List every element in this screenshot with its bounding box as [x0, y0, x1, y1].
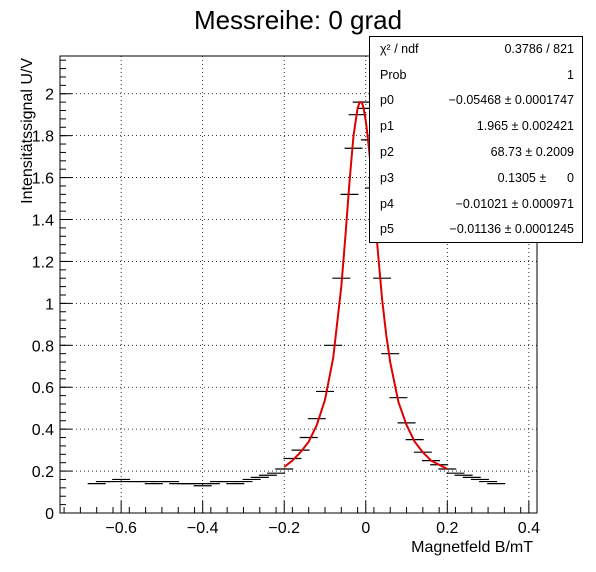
x-tick-label: −0.2 — [268, 520, 300, 537]
y-tick-label: 0.2 — [32, 464, 54, 481]
stats-row-p4: p4 −0.01021 ± 0.000971 — [370, 192, 582, 218]
stats-key-p2: p2 — [380, 145, 394, 159]
data-points — [87, 101, 506, 487]
plot-frame — [59, 55, 538, 514]
x-tick-label: −0.6 — [105, 520, 137, 537]
stats-row-prob: Prob 1 — [370, 63, 582, 89]
y-tick-label: 0.8 — [32, 338, 54, 355]
stats-key-p0: p0 — [380, 93, 394, 107]
stats-value-p1: 1.965 ± 0.002421 — [476, 119, 574, 133]
fit-curve — [283, 101, 448, 470]
y-tick-label: 0.6 — [32, 380, 54, 397]
chart-title: Messreihe: 0 grad — [194, 5, 402, 35]
stats-row-p2: p2 68.73 ± 0.2009 — [370, 140, 582, 166]
stats-value-p2: 68.73 ± 0.2009 — [490, 145, 574, 159]
stats-row-p0: p0 −0.05468 ± 0.0001747 — [370, 88, 582, 114]
stats-row-p1: p1 1.965 ± 0.002421 — [370, 114, 582, 140]
x-tick-label: 0.2 — [436, 520, 458, 537]
stats-value-p5: −0.01136 ± 0.0001245 — [449, 222, 574, 236]
x-tick-label: 0.4 — [518, 520, 540, 537]
stats-key-p5: p5 — [380, 222, 394, 236]
stats-key-p4: p4 — [380, 197, 394, 211]
stats-key-p3: p3 — [380, 171, 394, 185]
y-tick-label: 0.4 — [32, 422, 54, 439]
axes: −0.6 −0.4 −0.2 0 0.2 0.4 0 0.2 0.4 0.6 0.8 1 1.2 1.4 1… — [32, 59, 540, 537]
stats-value-p4: −0.01021 ± 0.000971 — [455, 197, 574, 211]
y-tick-label: 1.6 — [32, 171, 54, 188]
stats-row-p3: p3 0.1305 ± 0 — [370, 166, 582, 192]
y-tick-label: 1.2 — [32, 254, 54, 271]
y-tick-label: 0 — [45, 506, 54, 523]
stats-value-p0: −0.05468 ± 0.0001747 — [448, 93, 574, 107]
y-tick-label: 2 — [45, 87, 54, 104]
stats-row-p5: p5 −0.01136 ± 0.0001245 — [370, 217, 582, 243]
y-tick-label: 1 — [45, 296, 54, 313]
stats-value-p3: 0.1305 ± 0 — [497, 171, 574, 185]
x-tick-label: 0 — [361, 520, 370, 537]
stats-key-p1: p1 — [380, 119, 394, 133]
y-tick-label: 1.4 — [32, 213, 54, 230]
stats-key-chi2: χ² / ndf — [380, 42, 419, 56]
stats-value-prob: 1 — [567, 68, 574, 82]
fit-curve-layer — [283, 101, 448, 470]
x-axis-label: Magnetfeld B/mT — [411, 539, 533, 556]
y-tick-label: 1.8 — [32, 129, 54, 146]
x-tick-label: −0.4 — [187, 520, 219, 537]
stats-key-prob: Prob — [380, 68, 407, 82]
y-axis-label: Intensitätssignal U/V — [19, 58, 36, 204]
stats-value-chi2: 0.3786 / 821 — [504, 42, 574, 56]
fit-stats-box: χ² / ndf 0.3786 / 821 Prob 1 p0 −0.05468… — [369, 36, 583, 243]
stats-row-chi2: χ² / ndf 0.3786 / 821 — [370, 37, 582, 63]
